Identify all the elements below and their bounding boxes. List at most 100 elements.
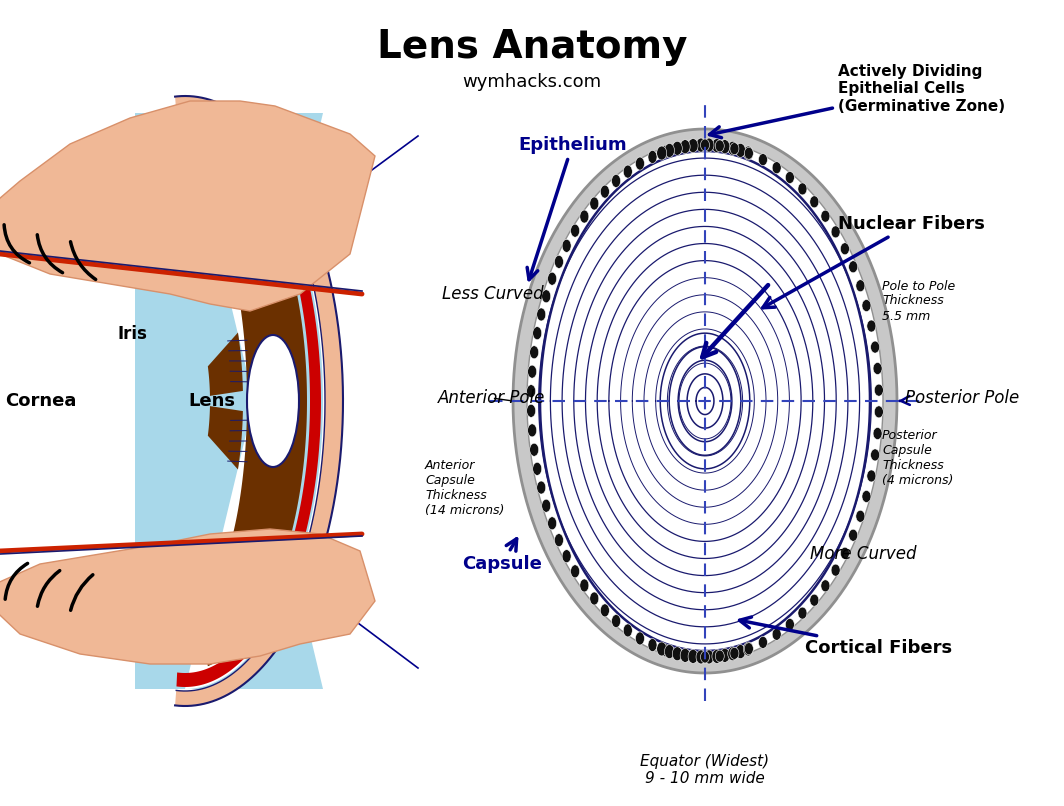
Ellipse shape — [696, 138, 706, 152]
Polygon shape — [135, 113, 323, 689]
Ellipse shape — [720, 648, 730, 663]
Ellipse shape — [528, 424, 536, 437]
Ellipse shape — [548, 272, 556, 285]
Ellipse shape — [810, 594, 819, 606]
Ellipse shape — [672, 646, 682, 661]
Ellipse shape — [730, 647, 738, 659]
Ellipse shape — [772, 628, 781, 640]
Text: Less Curved: Less Curved — [442, 285, 544, 303]
Ellipse shape — [665, 645, 675, 659]
Polygon shape — [207, 406, 243, 470]
Ellipse shape — [715, 140, 725, 152]
Ellipse shape — [635, 632, 645, 645]
Ellipse shape — [821, 210, 830, 222]
Text: Pole to Pole
Thickness
5.5 mm: Pole to Pole Thickness 5.5 mm — [882, 280, 955, 322]
Text: Anterior Pole: Anterior Pole — [438, 389, 546, 407]
Polygon shape — [513, 129, 897, 673]
Ellipse shape — [720, 139, 730, 154]
Ellipse shape — [570, 565, 580, 578]
Ellipse shape — [542, 290, 551, 303]
Ellipse shape — [704, 138, 714, 152]
Ellipse shape — [674, 647, 683, 660]
Ellipse shape — [624, 624, 632, 637]
Ellipse shape — [665, 143, 675, 157]
Ellipse shape — [688, 650, 698, 663]
Ellipse shape — [612, 614, 620, 628]
Text: Iris: Iris — [117, 325, 147, 343]
Ellipse shape — [831, 564, 841, 576]
Text: Posterior
Capsule
Thickness
(4 microns): Posterior Capsule Thickness (4 microns) — [882, 429, 953, 487]
Ellipse shape — [841, 243, 849, 255]
Text: Lens Anatomy: Lens Anatomy — [377, 28, 687, 66]
Text: Epithelium: Epithelium — [518, 136, 627, 280]
Ellipse shape — [533, 326, 542, 339]
Ellipse shape — [700, 650, 710, 663]
Text: Cortical Fibers: Cortical Fibers — [739, 617, 952, 657]
Ellipse shape — [849, 530, 858, 541]
Ellipse shape — [874, 363, 882, 375]
Ellipse shape — [730, 143, 738, 155]
Text: wymhacks.com: wymhacks.com — [463, 73, 601, 91]
Text: More Curved: More Curved — [810, 545, 916, 563]
Ellipse shape — [862, 491, 871, 502]
Ellipse shape — [867, 470, 876, 482]
Ellipse shape — [831, 226, 841, 238]
Text: Lens: Lens — [188, 392, 235, 410]
Ellipse shape — [656, 642, 667, 656]
Ellipse shape — [656, 146, 667, 160]
Ellipse shape — [672, 141, 682, 156]
Ellipse shape — [542, 499, 551, 513]
Ellipse shape — [680, 648, 691, 663]
Text: Actively Dividing
Epithelial Cells
(Germinative Zone): Actively Dividing Epithelial Cells (Germ… — [710, 64, 1005, 138]
Ellipse shape — [810, 196, 819, 208]
Ellipse shape — [744, 146, 753, 160]
Ellipse shape — [841, 547, 849, 559]
Ellipse shape — [687, 139, 696, 152]
Polygon shape — [176, 96, 343, 706]
Ellipse shape — [715, 650, 725, 662]
Ellipse shape — [530, 346, 538, 359]
Ellipse shape — [700, 651, 710, 663]
Ellipse shape — [580, 210, 588, 223]
Ellipse shape — [533, 463, 542, 476]
Ellipse shape — [548, 517, 556, 530]
Ellipse shape — [849, 261, 858, 272]
Ellipse shape — [744, 642, 753, 656]
Ellipse shape — [648, 638, 656, 651]
Ellipse shape — [735, 645, 746, 659]
Text: Capsule: Capsule — [462, 538, 542, 573]
Ellipse shape — [635, 157, 645, 170]
Text: Posterior Pole: Posterior Pole — [899, 389, 1019, 407]
Ellipse shape — [247, 335, 299, 467]
Ellipse shape — [554, 256, 564, 268]
Ellipse shape — [772, 162, 781, 174]
Ellipse shape — [661, 644, 670, 657]
Ellipse shape — [600, 185, 610, 198]
Ellipse shape — [785, 618, 795, 630]
Ellipse shape — [700, 139, 710, 152]
Ellipse shape — [527, 141, 883, 661]
Ellipse shape — [562, 239, 571, 252]
Ellipse shape — [589, 197, 599, 210]
Polygon shape — [0, 529, 375, 664]
Ellipse shape — [570, 224, 580, 237]
Ellipse shape — [589, 592, 599, 605]
Ellipse shape — [875, 384, 883, 396]
Ellipse shape — [759, 154, 767, 165]
Ellipse shape — [735, 143, 746, 157]
Ellipse shape — [712, 139, 721, 152]
Ellipse shape — [648, 151, 656, 164]
Ellipse shape — [688, 139, 698, 152]
Ellipse shape — [530, 443, 538, 456]
Ellipse shape — [554, 534, 564, 546]
Ellipse shape — [680, 139, 691, 154]
Ellipse shape — [745, 642, 753, 654]
Ellipse shape — [661, 145, 670, 158]
Ellipse shape — [624, 165, 632, 178]
Ellipse shape — [536, 481, 546, 494]
Ellipse shape — [704, 650, 714, 664]
Ellipse shape — [870, 341, 880, 353]
Ellipse shape — [527, 405, 535, 418]
Polygon shape — [177, 115, 321, 687]
Ellipse shape — [580, 579, 588, 592]
